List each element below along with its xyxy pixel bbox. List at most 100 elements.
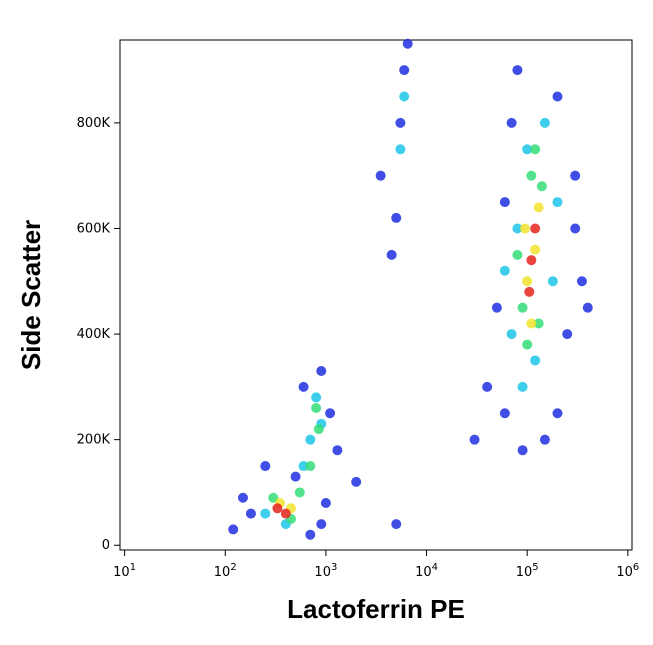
point [260,508,271,519]
plot-frame [119,39,633,551]
y-tick-label: 400K [77,327,111,342]
point [506,329,517,340]
point [522,339,533,350]
point [570,170,581,181]
point [395,117,406,128]
point [530,244,541,255]
point [530,355,541,366]
x-tick-base: 10 [616,565,633,580]
point [268,492,279,503]
point [325,408,336,419]
x-tick-exponent: 1 [130,562,136,573]
point [552,197,563,208]
x-tick-label: 105 [516,562,539,580]
point [290,471,301,482]
point [311,402,322,413]
point [237,492,248,503]
point [280,508,291,519]
x-tick-label: 101 [113,562,136,580]
point [539,434,550,445]
y-axis-title: Side Scatter [16,220,46,370]
point [311,392,322,403]
point [402,38,413,49]
point [469,434,480,445]
point [530,144,541,155]
point [305,529,316,540]
x-axis-title: Lactoferrin PE [287,594,465,624]
point [491,302,502,313]
point [526,318,537,329]
point [517,381,528,392]
point [305,461,316,472]
point [351,476,362,487]
point [562,329,573,340]
point [582,302,593,313]
point [517,302,528,313]
point [316,519,327,530]
point [305,434,316,445]
point [391,519,402,530]
x-tick-base: 10 [113,565,130,580]
point [512,249,523,260]
y-tick-label: 800K [77,116,111,131]
point [332,445,343,456]
x-tick-base: 10 [314,565,331,580]
point [533,202,544,213]
point [499,408,510,419]
point [526,170,537,181]
point [245,508,256,519]
x-tick-exponent: 5 [532,562,538,573]
point [522,276,533,287]
point [506,117,517,128]
y-tick-label: 600K [77,221,111,236]
y-tick-label: 200K [77,433,111,448]
point [391,212,402,223]
point [399,91,410,102]
point [533,318,544,329]
point [517,445,528,456]
point [228,524,239,535]
point [320,498,331,509]
y-tick-label: 0 [102,538,110,553]
point [519,223,530,234]
x-tick-label: 103 [314,562,337,580]
point [272,503,283,514]
point [499,197,510,208]
x-tick-exponent: 2 [230,562,236,573]
point [552,91,563,102]
point [570,223,581,234]
x-tick-label: 102 [214,562,237,580]
point [482,381,493,392]
x-tick-base: 10 [516,565,533,580]
x-tick-base: 10 [214,565,231,580]
point [539,117,550,128]
point [512,65,523,76]
point [298,381,309,392]
point [530,223,541,234]
point [536,181,547,192]
x-tick-base: 10 [415,565,432,580]
point [522,144,533,155]
point [552,408,563,419]
x-tick-label: 106 [616,562,639,580]
point [294,487,305,498]
point [547,276,558,287]
point [386,249,397,260]
point [260,461,271,472]
point [526,255,537,266]
x-tick-label: 104 [415,562,438,580]
point [313,424,324,435]
x-tick-exponent: 3 [331,562,337,573]
point [499,265,510,276]
point [576,276,587,287]
point [375,170,386,181]
point [512,223,523,234]
x-tick-exponent: 4 [432,562,438,573]
point [524,286,535,297]
point [395,144,406,155]
point [316,366,327,377]
x-tick-exponent: 6 [633,562,639,573]
point [399,65,410,76]
